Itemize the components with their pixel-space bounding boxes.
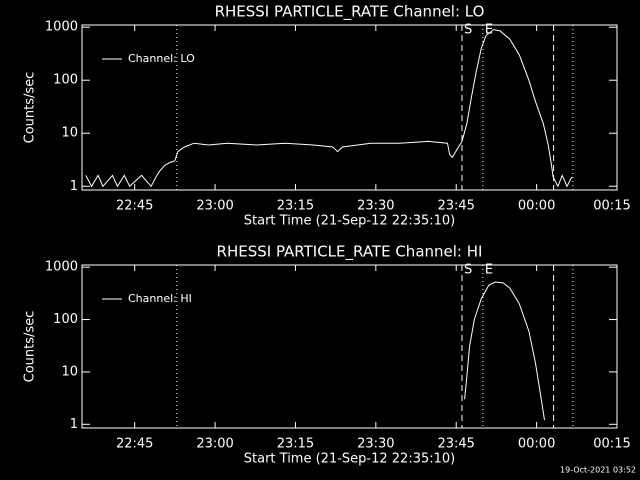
event-label: E	[485, 263, 493, 278]
x-tick-label: 00:00	[518, 199, 555, 214]
data-line	[85, 29, 573, 188]
x-tick-label: 23:30	[357, 437, 394, 452]
plot-frame	[81, 264, 618, 429]
event-label: S	[464, 263, 472, 278]
plot-frame	[81, 24, 618, 191]
y-tick-label: 100	[53, 312, 78, 327]
x-tick-label: 23:30	[357, 199, 394, 214]
x-tick-label: 00:15	[593, 437, 630, 452]
y-tick-label: 10	[61, 126, 78, 141]
x-tick-label: 22:45	[116, 437, 153, 452]
legend-label: Channel: HI	[128, 292, 192, 305]
x-tick-label: 00:00	[518, 437, 555, 452]
x-tick-label: 23:45	[437, 437, 474, 452]
x-axis-label: Start Time (21-Sep-12 22:35:10)	[244, 214, 455, 229]
y-tick-label: 100	[53, 73, 78, 88]
y-tick-label: 1	[70, 417, 78, 432]
x-tick-label: 22:45	[116, 199, 153, 214]
x-tick-label: 23:00	[196, 199, 233, 214]
legend-label: Channel: LO	[128, 52, 195, 65]
x-tick-label: 00:15	[593, 199, 630, 214]
event-label: S	[464, 23, 472, 38]
event-label: E	[485, 23, 493, 38]
y-axis-label: Counts/sec	[23, 72, 38, 144]
x-tick-label: 23:15	[277, 199, 314, 214]
y-tick-label: 1	[70, 179, 78, 194]
x-tick-label: 23:00	[196, 437, 233, 452]
timestamp: 19-Oct-2021 03:52	[560, 466, 636, 475]
x-tick-label: 23:15	[277, 437, 314, 452]
y-tick-label: 10	[61, 364, 78, 379]
y-tick-label: 1000	[45, 260, 78, 275]
y-tick-label: 1000	[45, 20, 78, 35]
chart-title: RHESSI PARTICLE_RATE Channel: HI	[217, 243, 483, 262]
chart-title: RHESSI PARTICLE_RATE Channel: LO	[215, 3, 485, 22]
data-line	[464, 281, 545, 421]
x-axis-label: Start Time (21-Sep-12 22:35:10)	[244, 452, 455, 467]
y-axis-label: Counts/sec	[23, 311, 38, 383]
x-tick-label: 23:45	[437, 199, 474, 214]
